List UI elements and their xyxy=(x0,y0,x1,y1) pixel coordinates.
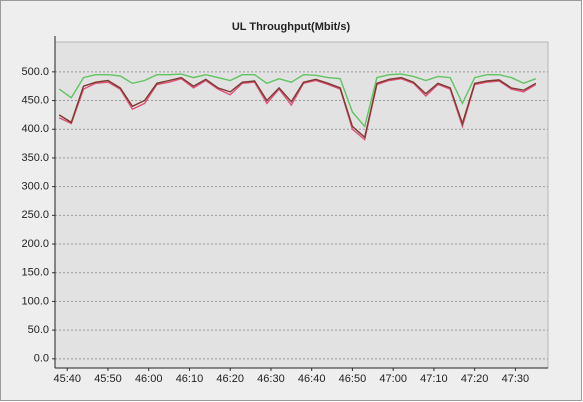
y-tick-label: 50.0 xyxy=(28,324,49,336)
y-tick-label: 350.0 xyxy=(21,152,49,164)
x-tick-label: 47:10 xyxy=(420,373,448,385)
plot-area xyxy=(54,41,549,369)
x-tick-label: 46:00 xyxy=(135,373,163,385)
y-tick-label: 500.0 xyxy=(21,66,49,78)
x-tick-label: 47:30 xyxy=(502,373,530,385)
x-tick-label: 45:50 xyxy=(94,373,122,385)
x-tick-label: 46:40 xyxy=(298,373,326,385)
y-tick-label: 250.0 xyxy=(21,209,49,221)
x-tick-label: 46:10 xyxy=(176,373,204,385)
y-tick-label: 150.0 xyxy=(21,267,49,279)
y-tick-label: 300.0 xyxy=(21,181,49,193)
y-tick-label: 200.0 xyxy=(21,238,49,250)
x-tick-label: 47:00 xyxy=(379,373,407,385)
x-tick-label: 46:30 xyxy=(257,373,285,385)
x-tick-label: 47:20 xyxy=(461,373,489,385)
y-tick-label: 100.0 xyxy=(21,295,49,307)
x-tick-label: 46:20 xyxy=(216,373,244,385)
chart-title: UL Throughput(Mbit/s) xyxy=(232,21,351,33)
series-line xyxy=(58,73,537,128)
series-line xyxy=(58,76,537,139)
y-tick-label: 450.0 xyxy=(21,94,49,106)
y-tick-label: 0.0 xyxy=(34,353,49,365)
y-tick-label: 400.0 xyxy=(21,123,49,135)
x-tick-label: 46:50 xyxy=(339,373,367,385)
x-tick-label: 45:40 xyxy=(53,373,81,385)
